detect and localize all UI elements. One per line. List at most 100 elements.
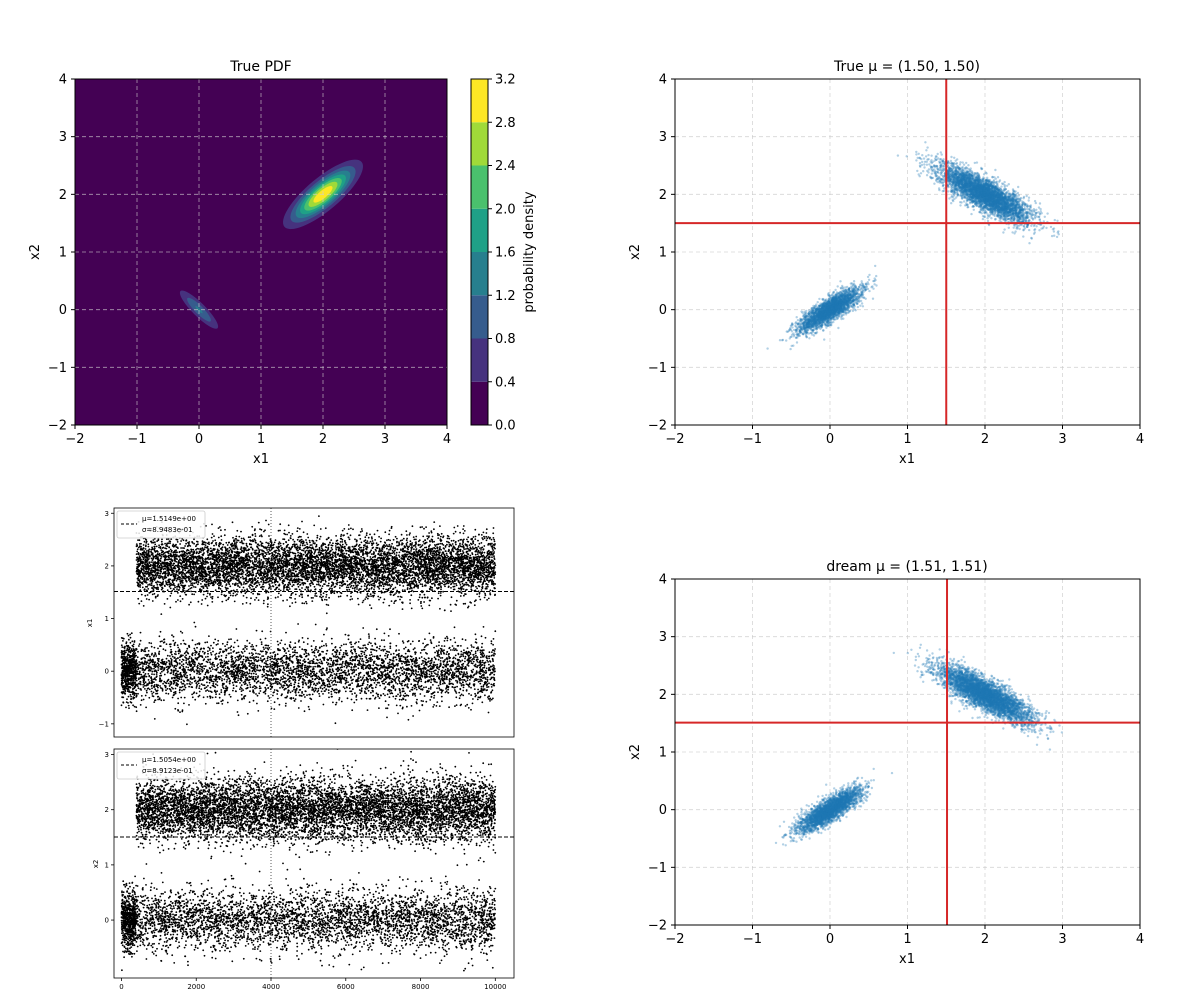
- scatter-point: [832, 308, 835, 311]
- scatter-point: [827, 310, 830, 313]
- scatter-point: [823, 338, 826, 341]
- scatter-point: [831, 294, 834, 297]
- scatter-point: [812, 316, 815, 319]
- scatter-point: [845, 304, 849, 308]
- scatter-point: [805, 331, 808, 334]
- scatter-point: [838, 300, 842, 304]
- scatter-point: [831, 313, 834, 316]
- scatter-point: [839, 303, 843, 307]
- colorbar-tick-label: 0.4: [495, 375, 516, 390]
- scatter-point: [841, 313, 844, 317]
- scatter-point: [826, 312, 829, 316]
- scatter-point: [812, 329, 815, 332]
- scatter-point: [823, 301, 826, 305]
- scatter-point: [972, 208, 975, 211]
- scatter-point: [810, 309, 814, 312]
- scatter-point: [816, 323, 820, 327]
- scatter-point: [820, 316, 823, 320]
- x-tick-label: −1: [127, 432, 146, 447]
- scatter-point: [859, 293, 862, 296]
- scatter-point: [921, 154, 924, 157]
- colorbar-tick-label: 3.2: [495, 73, 516, 88]
- scatter-point: [859, 304, 862, 307]
- scatter-point: [819, 302, 822, 305]
- scatter-point: [856, 305, 860, 309]
- scatter-point: [825, 310, 828, 313]
- scatter-point: [857, 293, 861, 296]
- scatter-point: [830, 308, 834, 311]
- scatter-point: [819, 327, 822, 331]
- scatter-point: [832, 307, 835, 310]
- scatter-point: [812, 311, 815, 314]
- scatter-point: [842, 299, 846, 302]
- scatter-point: [815, 312, 819, 316]
- scatter-point: [859, 295, 862, 298]
- scatter-point: [796, 334, 800, 337]
- scatter-point: [865, 285, 868, 288]
- scatter-point: [814, 317, 817, 321]
- scatter-point: [833, 295, 837, 298]
- scatter-point: [820, 325, 823, 328]
- scatter-point: [853, 293, 857, 296]
- scatter-point: [840, 294, 843, 297]
- scatter-point: [836, 285, 839, 288]
- scatter-point: [958, 163, 962, 166]
- scatter-point: [802, 323, 806, 327]
- scatter-point: [846, 296, 850, 300]
- scatter-point: [830, 306, 833, 309]
- scatter-point: [824, 304, 827, 308]
- scatter-point: [805, 322, 808, 325]
- scatter-point: [824, 299, 827, 302]
- scatter-point: [850, 299, 853, 302]
- scatter-point: [814, 311, 817, 314]
- scatter-point: [785, 330, 788, 333]
- y-tick-label: 3: [59, 130, 67, 145]
- scatter-point: [843, 298, 847, 301]
- scatter-point: [807, 323, 811, 326]
- scatter-point: [844, 292, 847, 296]
- scatter-point: [831, 304, 834, 307]
- scatter-point: [829, 316, 832, 320]
- scatter-point: [815, 323, 819, 326]
- scatter-point: [817, 315, 820, 319]
- scatter-point: [828, 302, 831, 305]
- scatter-point: [823, 314, 826, 317]
- scatter-point: [819, 304, 823, 307]
- scatter-point: [848, 289, 851, 292]
- scatter-point: [843, 299, 846, 302]
- scatter-point: [822, 313, 826, 317]
- scatter-point: [943, 187, 946, 190]
- scatter-point: [839, 302, 842, 305]
- scatter-point: [804, 323, 808, 326]
- scatter-point: [801, 321, 805, 325]
- scatter-point: [821, 314, 824, 318]
- scatter-point: [833, 309, 837, 313]
- scatter-point: [833, 303, 836, 307]
- scatter-point: [853, 290, 857, 293]
- scatter-point: [825, 311, 828, 315]
- scatter-point: [834, 310, 837, 313]
- scatter-point: [839, 286, 842, 290]
- scatter-point: [808, 319, 811, 322]
- scatter-point: [834, 310, 837, 313]
- scatter-point: [827, 308, 830, 312]
- scatter-point: [826, 302, 829, 305]
- scatter-point: [936, 180, 939, 184]
- scatter-point: [845, 300, 848, 303]
- scatter-point: [813, 317, 816, 321]
- scatter-point: [822, 309, 825, 312]
- scatter-point: [828, 313, 831, 317]
- scatter-point: [871, 285, 874, 288]
- scatter-point: [832, 315, 835, 319]
- scatter-point: [839, 306, 843, 309]
- scatter-point: [810, 319, 814, 322]
- scatter-point: [829, 310, 832, 314]
- scatter-point: [860, 292, 863, 296]
- scatter-point: [798, 326, 802, 329]
- pdf-xlabel: x1: [253, 452, 269, 467]
- scatter-point: [791, 326, 794, 329]
- scatter-point: [823, 300, 826, 304]
- scatter-point: [821, 315, 824, 319]
- scatter-point: [852, 298, 856, 301]
- scatter-point: [834, 305, 837, 308]
